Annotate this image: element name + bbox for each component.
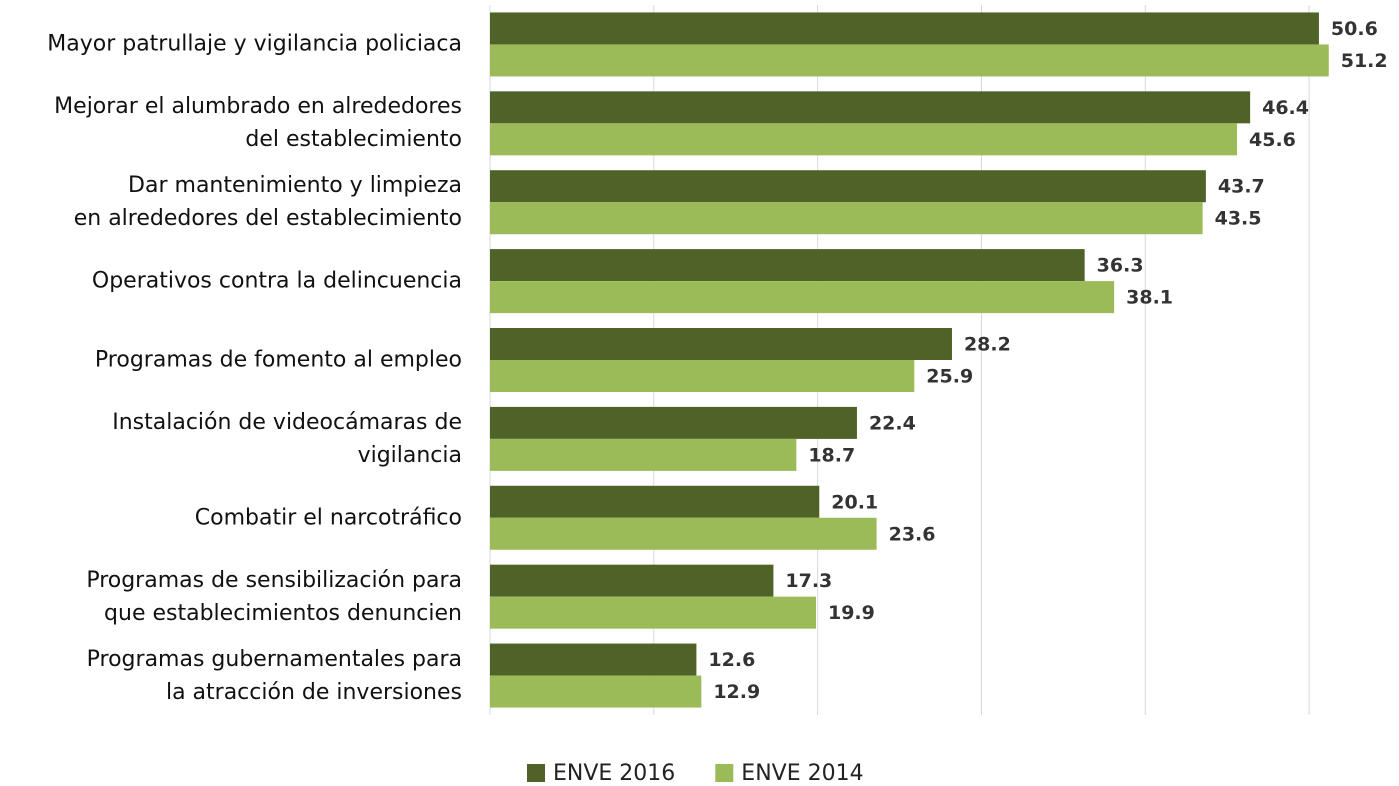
category-label: Programas de fomento al empleo [94, 347, 462, 373]
legend-swatch [715, 764, 734, 782]
value-label: 25.9 [926, 366, 973, 388]
value-label: 45.6 [1249, 129, 1296, 151]
value-label: 19.9 [828, 602, 875, 624]
bar [490, 517, 877, 550]
value-label: 43.7 [1218, 176, 1265, 198]
value-label: 36.3 [1097, 255, 1144, 277]
value-label: 22.4 [869, 412, 916, 434]
value-label: 17.3 [785, 570, 832, 592]
bar [490, 123, 1238, 156]
value-label: 43.5 [1215, 208, 1262, 230]
bar [490, 564, 774, 597]
bar [490, 406, 857, 439]
category-label: Programas de sensibilización para que es… [86, 567, 462, 626]
value-label: 28.2 [964, 334, 1011, 356]
value-label: 12.6 [708, 649, 755, 671]
value-label: 18.7 [808, 444, 855, 466]
category-label: Mayor patrullaje y vigilancia policiaca [47, 31, 462, 57]
bar [490, 328, 952, 360]
bar [490, 485, 820, 518]
bar [490, 360, 915, 392]
bar [490, 643, 697, 676]
bar [490, 91, 1251, 124]
bar [490, 249, 1085, 282]
bar [490, 596, 816, 629]
category-label: Instalación de videocámaras de vigilanci… [112, 409, 462, 468]
value-label: 12.9 [713, 681, 760, 703]
bar [490, 44, 1329, 77]
value-label: 50.6 [1331, 18, 1378, 40]
bar [490, 12, 1319, 45]
value-label: 46.4 [1262, 97, 1309, 119]
legend-label: ENVE 2014 [741, 761, 863, 786]
value-label: 23.6 [889, 523, 936, 545]
bar [490, 170, 1206, 203]
bar [490, 202, 1203, 235]
bar [490, 281, 1115, 314]
value-label: 51.2 [1341, 50, 1388, 72]
value-label: 38.1 [1126, 287, 1173, 309]
category-label: Combatir el narcotráfico [194, 505, 462, 531]
legend-label: ENVE 2016 [553, 761, 675, 786]
bar [490, 675, 702, 708]
category-label: Mejorar el alumbrado en alrededores del … [54, 94, 462, 153]
category-label: Dar mantenimiento y limpieza en alrededo… [73, 173, 462, 232]
value-label: 20.1 [831, 491, 878, 513]
category-label: Programas gubernamentales para la atracc… [86, 646, 462, 705]
legend-swatch [527, 764, 545, 782]
bar [490, 438, 797, 471]
category-label: Operativos contra la delincuencia [91, 268, 462, 294]
